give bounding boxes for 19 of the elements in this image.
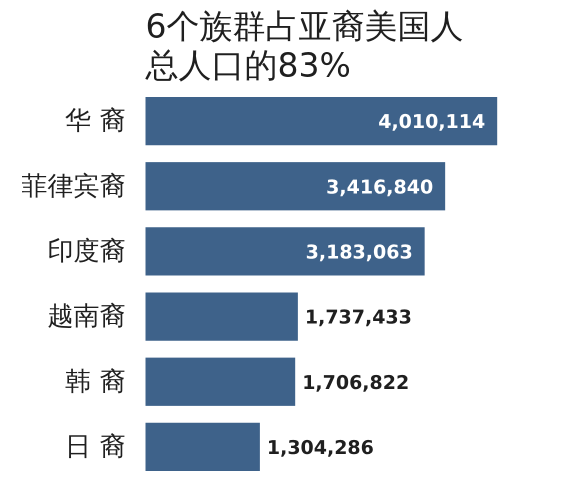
y-tick-label: 韩 裔: [65, 366, 126, 397]
data-label: 3,416,840: [326, 176, 434, 198]
y-tick-label: 日 裔: [65, 432, 126, 462]
bar: [146, 96, 498, 146]
bar: [146, 292, 298, 341]
y-tick-label: 印度裔: [48, 236, 126, 266]
data-label: 1,737,433: [304, 306, 412, 329]
bar: [146, 227, 425, 276]
data-label: 4,010,114: [378, 111, 486, 134]
y-tick-label: 菲律宾裔: [22, 171, 126, 202]
y-tick-label: 华 裔: [65, 106, 126, 136]
chart-title: 6个族群占亚裔美国人总人口的83%: [144, 6, 464, 84]
bar: [146, 358, 296, 406]
bar: [146, 422, 260, 472]
y-tick-label: 越南裔: [48, 302, 126, 332]
data-label: 1,706,822: [302, 372, 410, 394]
data-label: 3,183,063: [306, 241, 413, 264]
data-label: 1,304,286: [266, 436, 374, 459]
bar: [146, 162, 446, 210]
